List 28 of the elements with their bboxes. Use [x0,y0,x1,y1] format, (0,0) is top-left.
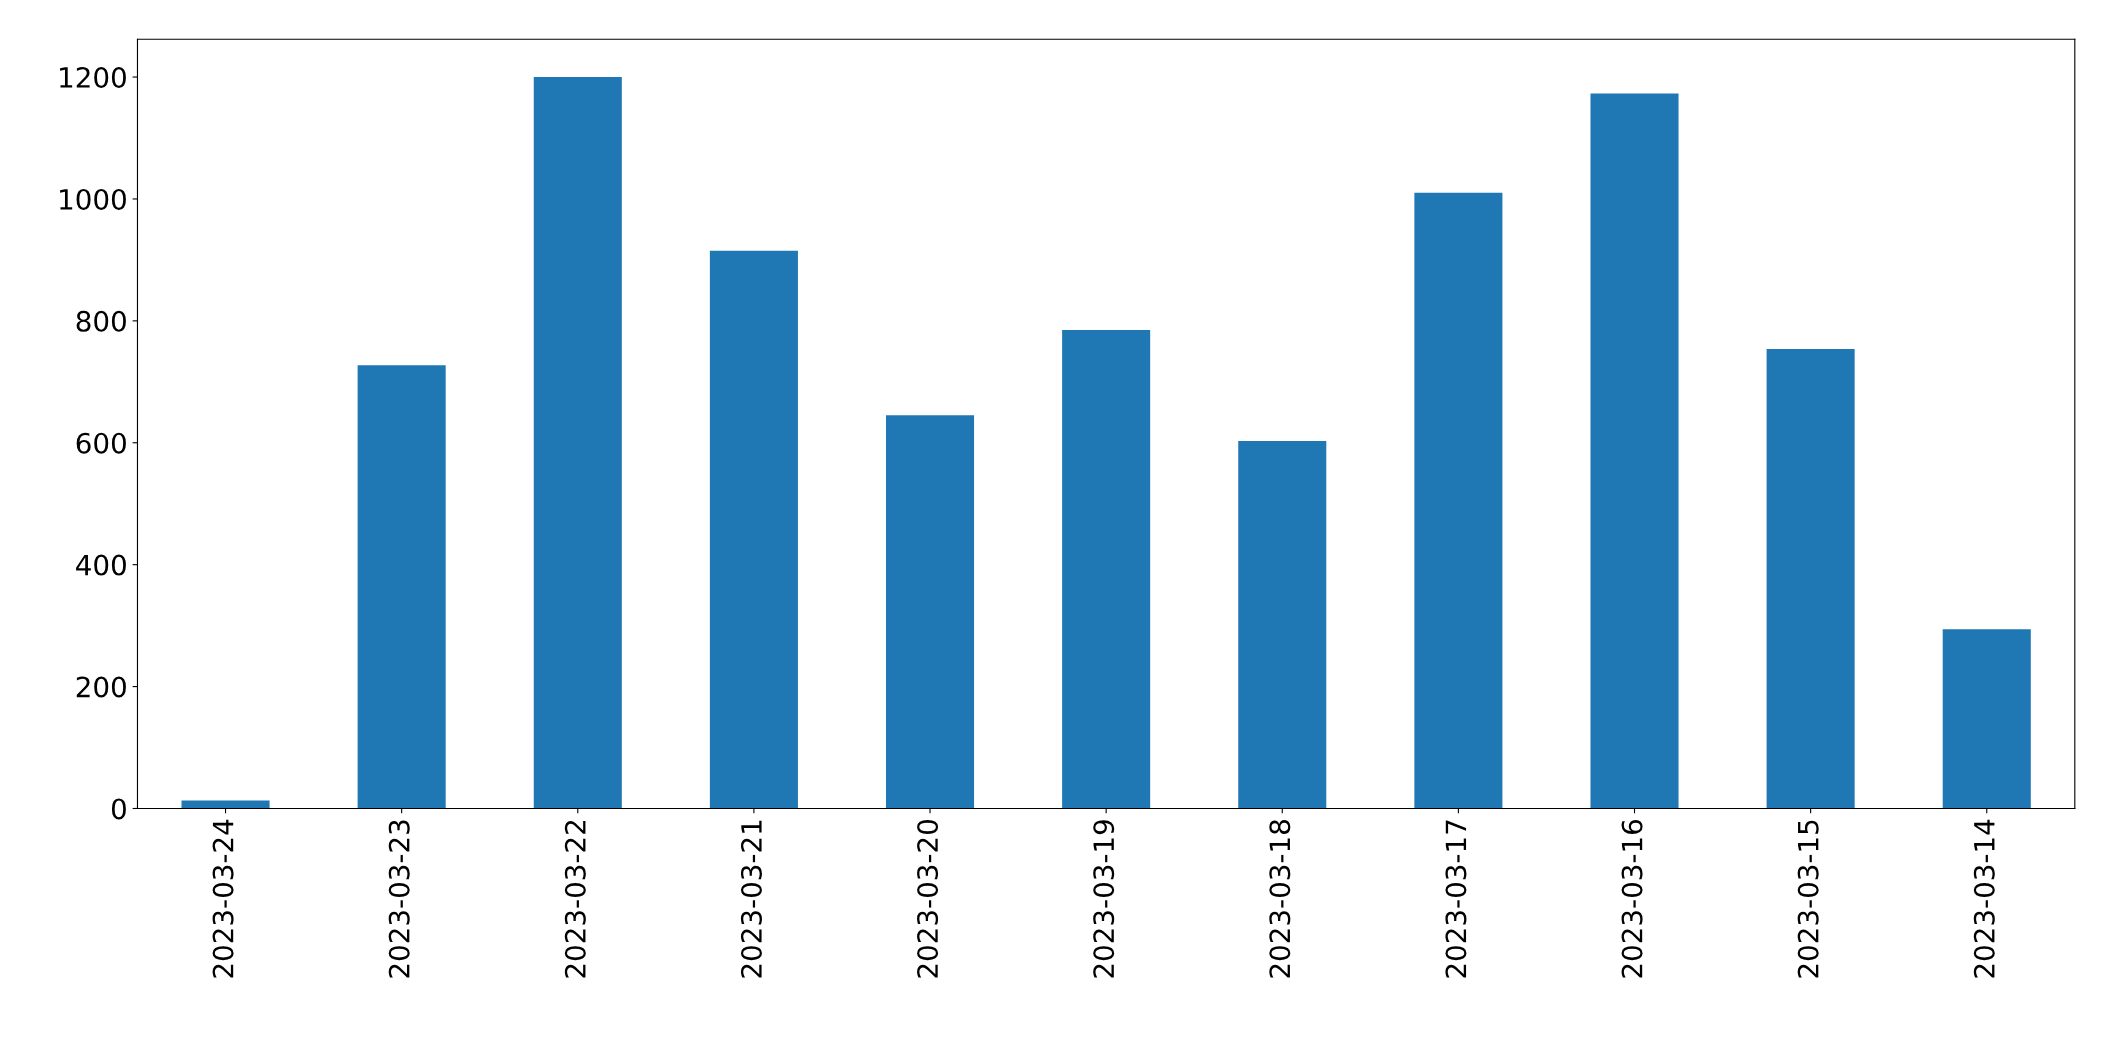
bar [1942,629,2031,809]
x-tick-label: 2023-03-22 [564,820,586,978]
x-tick-label: 2023-03-14 [1973,819,1995,978]
x-tick-label: 2023-03-15 [1797,820,1819,978]
bar [1590,93,1679,809]
bar [1414,192,1503,809]
bar [1238,440,1327,809]
x-tick-label: 2023-03-23 [388,820,410,978]
y-tick-label: 600 [76,432,126,454]
bar [709,250,798,809]
x-tick-label: 2023-03-16 [1621,819,1643,978]
x-tick-label: 2023-03-19 [1093,820,1115,978]
x-tick-label: 2023-03-18 [1269,820,1291,978]
y-tick-label: 400 [76,554,126,576]
bar [533,77,622,809]
y-tick-label: 1000 [60,188,126,210]
x-tick-label: 2023-03-24 [212,819,234,978]
x-tick-label: 2023-03-20 [917,820,939,978]
y-tick-label: 200 [76,676,126,698]
bar [885,415,975,809]
bar [357,365,446,809]
y-tick-label: 800 [76,310,126,332]
x-tick-label: 2023-03-21 [740,820,762,978]
bar [1766,348,1855,809]
x-tick-label: 2023-03-17 [1445,820,1467,978]
y-tick-label: 0 [111,798,126,820]
y-tick-label: 1200 [60,66,126,88]
bar [1062,330,1151,809]
